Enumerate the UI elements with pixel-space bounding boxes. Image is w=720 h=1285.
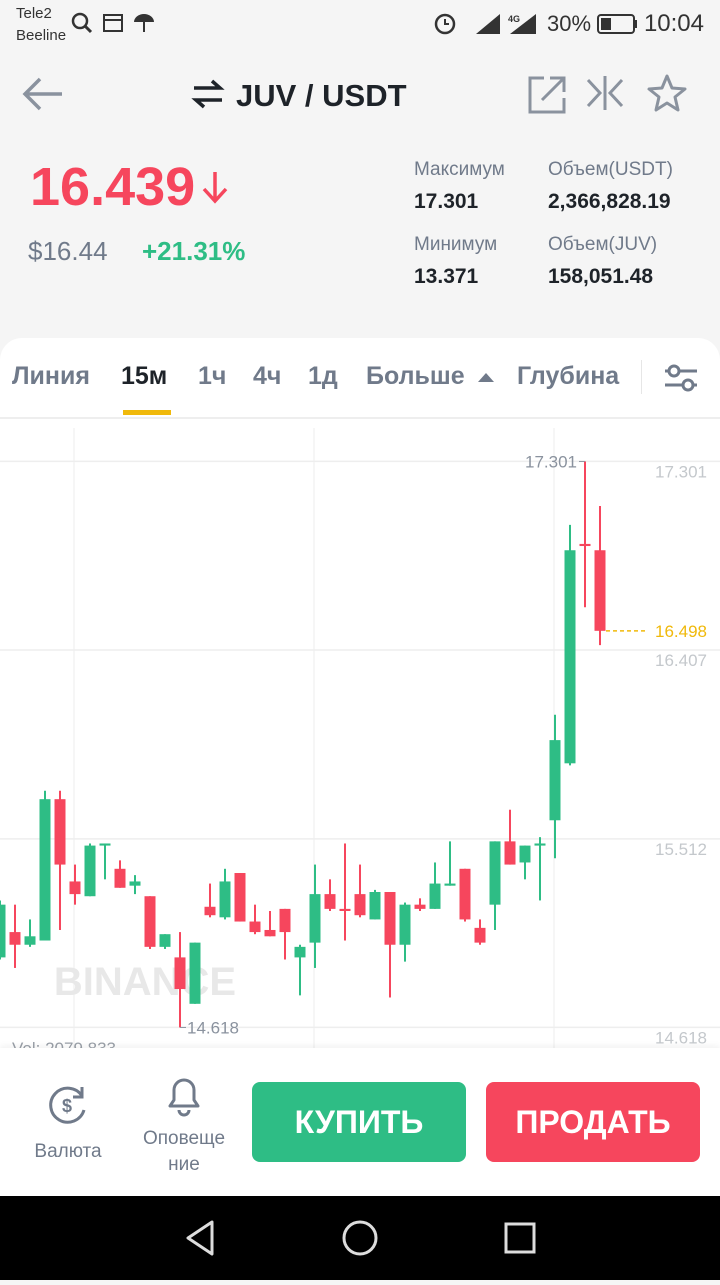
tab[interactable]: 1д xyxy=(308,362,338,390)
stat-label: Минимум xyxy=(414,234,498,255)
candle-body xyxy=(519,845,531,863)
sell-button[interactable]: ПРОДАТЬ xyxy=(486,1082,700,1162)
candle-body xyxy=(279,908,291,933)
low-label: 14.618 xyxy=(187,1018,239,1037)
stat-value: 17.301 xyxy=(414,190,479,213)
y-tick-label: 14.618 xyxy=(655,1028,707,1047)
tab-arrow xyxy=(478,373,494,382)
tab[interactable]: Линия xyxy=(12,362,90,390)
header-actions[interactable] xyxy=(524,72,704,116)
candle-body xyxy=(54,799,66,865)
price-change: +21.31% xyxy=(142,236,246,266)
stat-value: 2,366,828.19 xyxy=(548,190,671,213)
candle-body xyxy=(264,929,276,937)
candle-body xyxy=(549,740,561,821)
tab[interactable]: 15м xyxy=(121,362,168,390)
y-tick-label: 16.407 xyxy=(655,651,707,670)
candle-body xyxy=(69,881,81,895)
alert-icon[interactable] xyxy=(162,1072,206,1118)
back-button[interactable] xyxy=(20,74,66,114)
down-arrow xyxy=(202,172,228,204)
candle-body xyxy=(459,868,471,920)
battery-level: 30% xyxy=(547,11,592,36)
separator xyxy=(0,417,720,419)
candle-body xyxy=(369,892,381,920)
candle-body xyxy=(129,881,141,886)
candle-body xyxy=(114,868,126,888)
alert-label[interactable]: Оповеще xyxy=(142,1128,226,1149)
volume-label: Vol: 2079.833 xyxy=(12,1039,116,1048)
candle-body xyxy=(504,841,516,865)
last-price-label: 16.498 xyxy=(655,622,707,641)
candle-body xyxy=(9,932,21,945)
settings-icon[interactable] xyxy=(662,362,700,394)
candle-body xyxy=(354,894,366,916)
candle-body xyxy=(324,894,336,909)
battery-icon xyxy=(597,14,637,34)
nav-bar xyxy=(0,1196,720,1280)
candle-body xyxy=(174,957,186,990)
candlestick-chart: BINANCE Vol: 2079.833 14.618 15.512 16.407… xyxy=(0,428,720,1048)
candle-body xyxy=(594,550,606,631)
svg-text:$: $ xyxy=(62,1096,72,1116)
stat-value: 13.371 xyxy=(414,265,479,288)
candle-body xyxy=(219,881,231,918)
candle-body xyxy=(309,894,321,943)
swap-icon[interactable] xyxy=(190,78,226,110)
candle-body xyxy=(84,845,96,897)
last-price: 16.439 xyxy=(30,157,196,217)
candle-body xyxy=(24,936,36,945)
candle-body xyxy=(534,843,546,846)
divider xyxy=(641,360,642,394)
alert-label[interactable]: ние xyxy=(168,1154,200,1175)
pair-title[interactable]: JUV / USDT xyxy=(236,78,407,113)
candle-body xyxy=(204,906,216,916)
status-icons: 4G xyxy=(434,13,536,35)
tab[interactable]: 4ч xyxy=(253,362,282,390)
carrier: Beeline xyxy=(16,27,67,44)
candle-body xyxy=(189,942,201,1004)
status-icons xyxy=(71,12,154,34)
candle-body xyxy=(564,550,576,764)
currency-label[interactable]: Валюта xyxy=(34,1141,102,1162)
candle-body xyxy=(579,543,591,547)
y-tick-label: 17.301 xyxy=(655,462,707,481)
candle-body xyxy=(249,921,261,933)
candle-body xyxy=(474,927,486,943)
tab[interactable]: Больше xyxy=(366,362,465,390)
candle-body xyxy=(384,892,396,945)
candle-body xyxy=(489,841,501,905)
clock: 10:04 xyxy=(643,10,704,37)
candle-body xyxy=(429,883,441,909)
y-tick-label: 15.512 xyxy=(655,840,707,859)
watermark: BINANCE xyxy=(54,960,236,1004)
candle-body xyxy=(339,908,351,911)
price-usd: $16.44 xyxy=(28,236,108,266)
stat-label: Максимум xyxy=(414,159,505,180)
high-label: 17.301 xyxy=(525,452,577,471)
buy-button[interactable]: КУПИТЬ xyxy=(252,1082,466,1162)
nav-buttons[interactable] xyxy=(0,1196,720,1280)
candle-body xyxy=(0,904,6,958)
candle-body xyxy=(39,799,51,941)
svg-text:4G: 4G xyxy=(508,14,520,24)
candle-body xyxy=(399,904,411,945)
candle-body xyxy=(444,883,456,886)
bottom-bar: $ Валюта Оповеще ние КУПИТЬ ПРОДАТЬ xyxy=(0,1048,720,1196)
tab-indicator xyxy=(123,410,171,415)
tab[interactable]: 1ч xyxy=(198,362,227,390)
tab[interactable]: Глубина xyxy=(517,362,620,390)
candle-body xyxy=(294,946,306,958)
candle-body xyxy=(144,896,156,947)
candle-body xyxy=(414,904,426,909)
candle-body xyxy=(99,843,111,846)
currency-icon[interactable]: $ xyxy=(46,1084,90,1126)
stat-value: 158,051.48 xyxy=(548,265,654,288)
candle-body xyxy=(159,934,171,947)
candle-body xyxy=(234,873,246,922)
stat-label: Объем(JUV) xyxy=(548,234,658,255)
stat-label: Объем(USDT) xyxy=(548,159,673,180)
carrier: Tele2 xyxy=(16,5,52,22)
